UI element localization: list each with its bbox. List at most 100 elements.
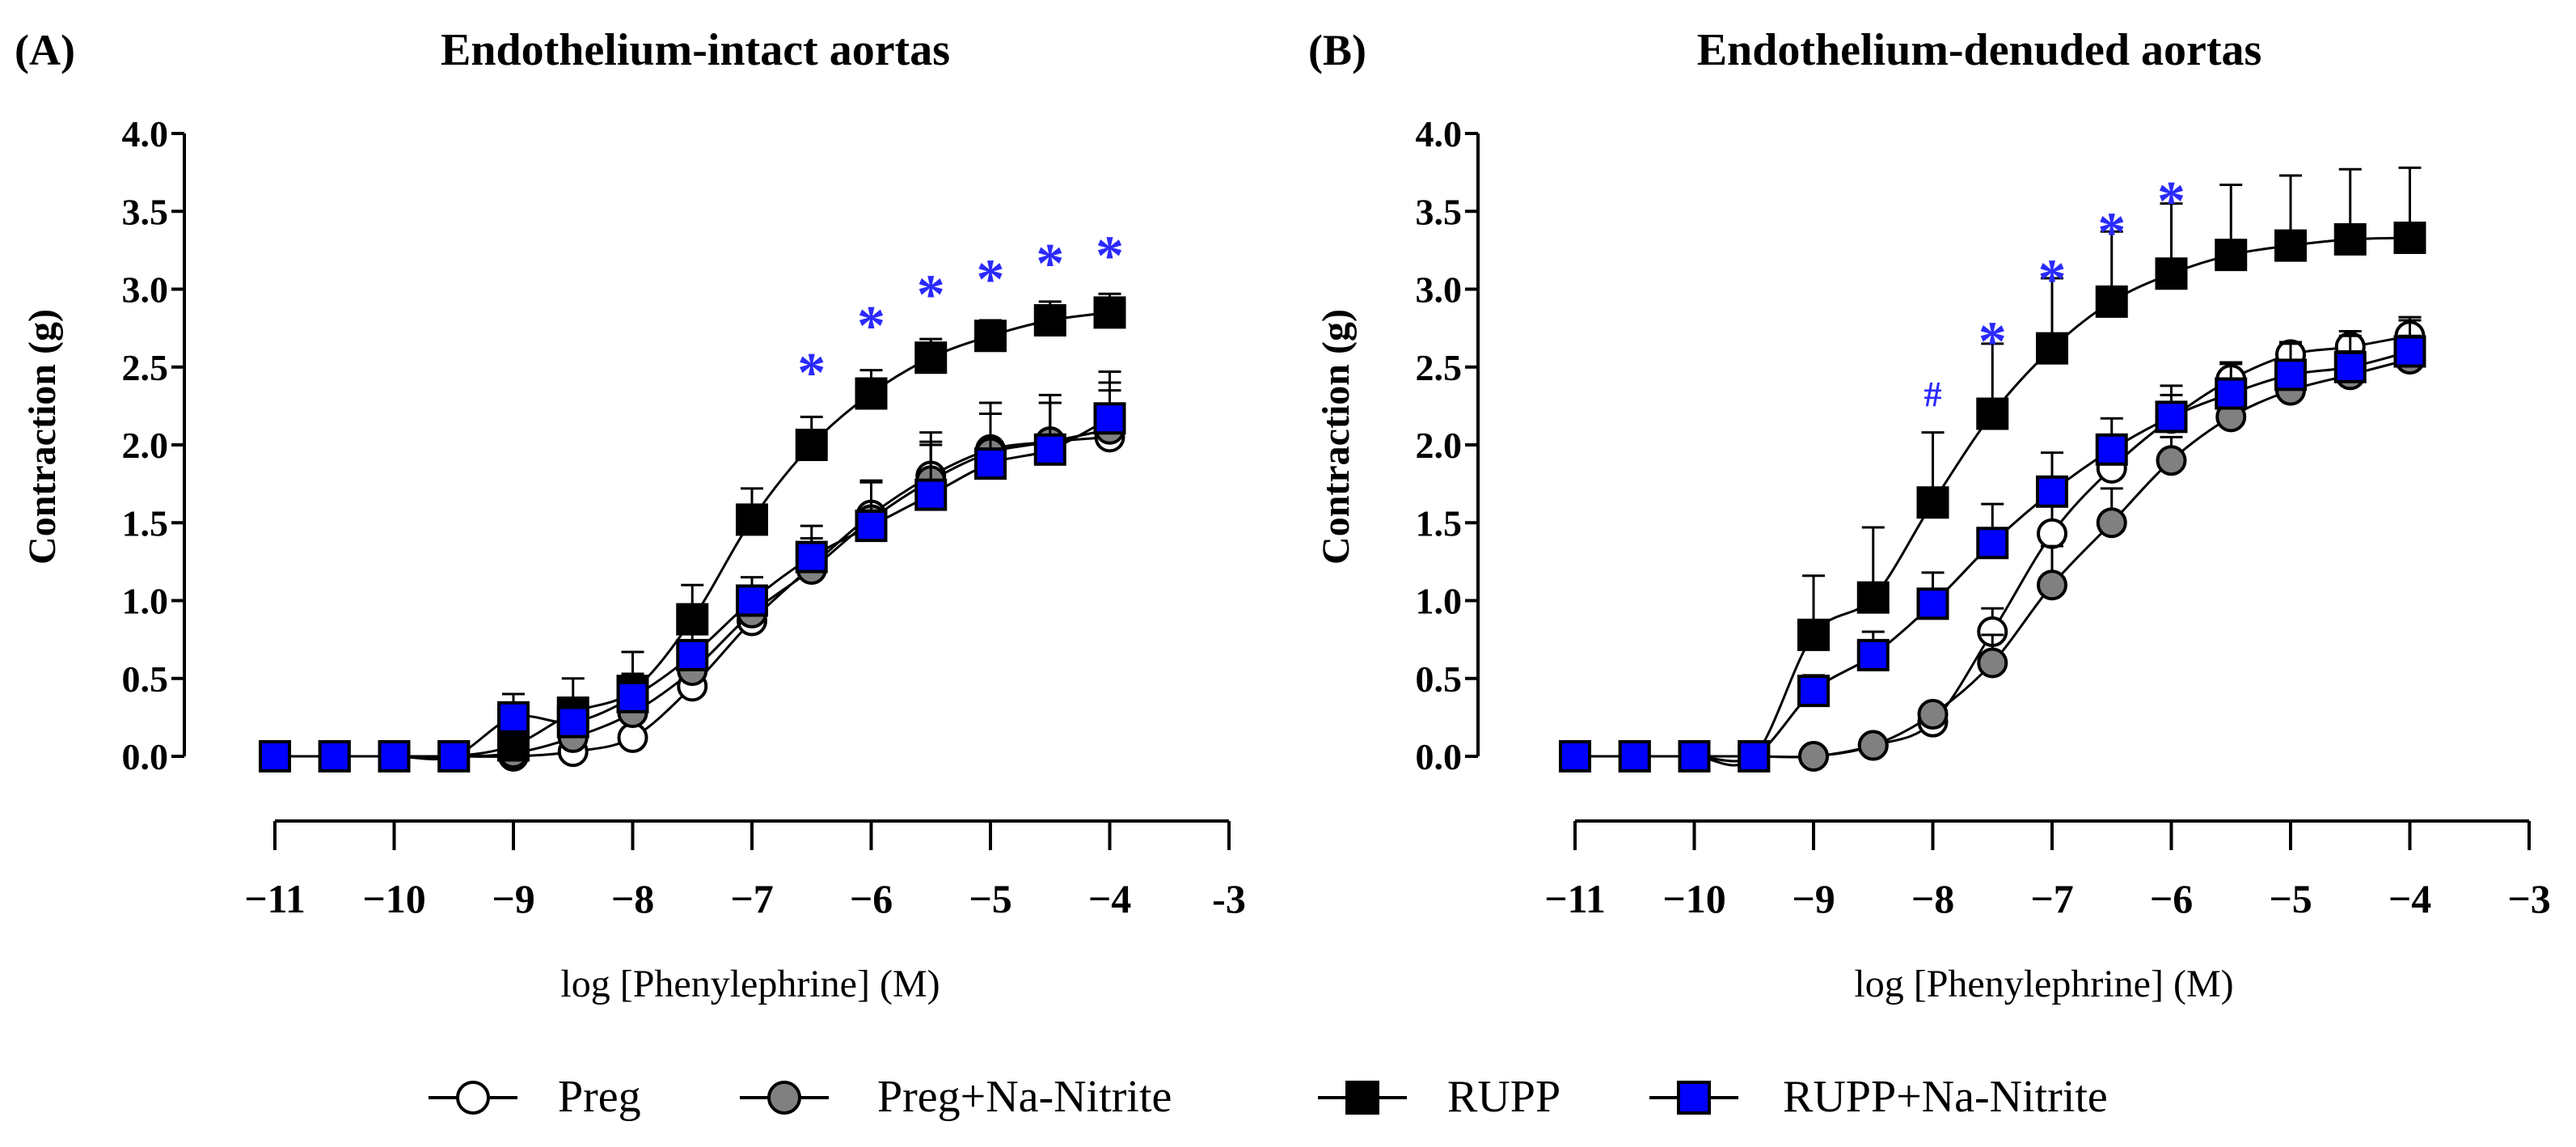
x-tick-label: −10	[1662, 876, 1726, 921]
data-point	[1976, 527, 2009, 560]
x-axis-label: log [Phenylephrine] (M)	[560, 963, 940, 1005]
x-tick-label: −11	[244, 876, 306, 921]
y-tick-label: 1.0	[122, 581, 169, 622]
significance-star: *	[1096, 225, 1124, 287]
data-point	[1857, 730, 1889, 761]
data-point	[1856, 581, 1890, 614]
x-tick-label: −10	[362, 876, 426, 921]
data-point	[1856, 638, 1890, 671]
legend-label-preg-nitrite: Preg+Na-Nitrite	[877, 1072, 1172, 1122]
data-point	[497, 729, 530, 762]
y-tick-label: 3.0	[1416, 269, 1463, 311]
data-point	[1976, 397, 2009, 430]
x-axis-label: log [Phenylephrine] (M)	[1854, 963, 2233, 1005]
x-tick-label: −5	[2269, 876, 2312, 921]
data-point	[914, 478, 948, 511]
data-point	[736, 503, 768, 536]
data-point	[676, 638, 709, 671]
data-point	[1917, 699, 1949, 730]
significance-star: *	[1036, 233, 1064, 295]
data-point	[1618, 740, 1651, 772]
chart-title: Endothelium-intact aortas	[441, 25, 950, 75]
data-point	[2215, 377, 2248, 410]
data-point	[1093, 402, 1126, 435]
x-tick-label: −4	[2388, 876, 2432, 921]
data-point	[2333, 222, 2367, 256]
chart-title: Endothelium-denuded aortas	[1697, 25, 2262, 75]
legend-marker-rupp-nitrite	[1677, 1081, 1711, 1115]
significance-star: *	[857, 295, 885, 358]
x-tick-label: −9	[1792, 876, 1835, 921]
data-point	[795, 540, 828, 574]
panel-label: (B)	[1308, 26, 1366, 74]
data-point	[1797, 675, 1830, 708]
y-axis-label: Contraction (g)	[1315, 309, 1358, 565]
x-tick-label: −7	[730, 876, 774, 921]
data-point	[2156, 445, 2187, 476]
x-tick-label: −4	[1088, 876, 1132, 921]
significance-star: *	[2038, 248, 2067, 311]
data-point	[1678, 740, 1711, 772]
data-point	[974, 447, 1007, 480]
x-tick-label: −7	[2030, 876, 2074, 921]
legend-item-preg-nitrite: Preg+Na-Nitrite	[740, 1072, 1172, 1122]
data-point	[2095, 285, 2128, 318]
y-tick-label: 0.5	[1416, 658, 1463, 700]
significance-star: *	[1978, 311, 2007, 373]
series-preg-na-nitrite	[260, 381, 1125, 772]
x-tick-label: −9	[492, 876, 535, 921]
data-point	[2155, 400, 2188, 434]
panel-label: (A)	[15, 26, 75, 74]
data-point	[1916, 587, 1949, 620]
y-tick-label: 2.0	[122, 425, 169, 466]
legend-item-preg: Preg	[429, 1072, 641, 1122]
data-point	[855, 377, 888, 410]
data-point	[1977, 647, 2008, 679]
data-point	[2393, 335, 2426, 368]
series-line	[1575, 236, 2410, 767]
x-tick-label: −8	[611, 876, 655, 921]
data-point	[2215, 239, 2248, 272]
data-point	[1033, 304, 1066, 336]
y-tick-label: 2.5	[1416, 347, 1463, 388]
data-point	[616, 680, 649, 713]
data-point	[795, 429, 828, 461]
series-rupp	[1559, 166, 2426, 772]
plot-area: 0.0 0.5 1.0 1.5 2.0 2.5 3.0 3.5 4.0 −11 −10 −9 −8 −7 −…	[1416, 113, 2551, 921]
y-tick-label: 0.0	[122, 736, 169, 777]
significance-hash: #	[1924, 375, 1942, 414]
x-tick-label: −6	[850, 876, 893, 921]
y-tick-label: 4.0	[122, 113, 169, 154]
data-point	[556, 705, 589, 739]
legend-marker-preg-nitrite	[767, 1081, 801, 1115]
legend-item-rupp: RUPP	[1318, 1072, 1560, 1122]
data-point	[676, 603, 709, 636]
significance-star: *	[2097, 202, 2126, 265]
y-tick-label: 2.5	[122, 347, 169, 388]
series-rupp-na-nitrite	[1559, 319, 2426, 772]
significance-star: *	[917, 265, 945, 327]
legend-marker-rupp	[1345, 1081, 1379, 1115]
data-point	[2037, 569, 2067, 601]
legend-label-rupp: RUPP	[1447, 1072, 1560, 1122]
y-tick-label: 1.5	[1416, 502, 1463, 544]
data-point	[1093, 296, 1126, 329]
data-point	[2274, 229, 2307, 262]
data-point	[259, 740, 291, 772]
panel-a: (A) Endothelium-intact aortas Contractio…	[15, 25, 1246, 1005]
y-tick-label: 3.5	[1416, 191, 1463, 232]
plot-area: 0.0 0.5 1.0 1.5 2.0 2.5 3.0 3.5 4.0 −11 −10 −9 −8 −7 −…	[122, 113, 1246, 921]
y-tick-label: 0.5	[122, 658, 169, 700]
legend-label-rupp-nitrite: RUPP+Na-Nitrite	[1783, 1072, 2108, 1122]
y-tick-label: 0.0	[1416, 736, 1463, 777]
x-tick-label: −8	[1911, 876, 1955, 921]
y-tick-label: 3.0	[122, 269, 169, 311]
data-point	[2036, 475, 2068, 508]
data-point	[1916, 486, 1949, 519]
data-point	[1798, 741, 1829, 772]
significance-star: *	[797, 342, 826, 404]
data-point	[2274, 358, 2307, 392]
data-point	[2096, 507, 2127, 539]
data-point	[1738, 740, 1771, 772]
data-point	[2333, 350, 2367, 383]
